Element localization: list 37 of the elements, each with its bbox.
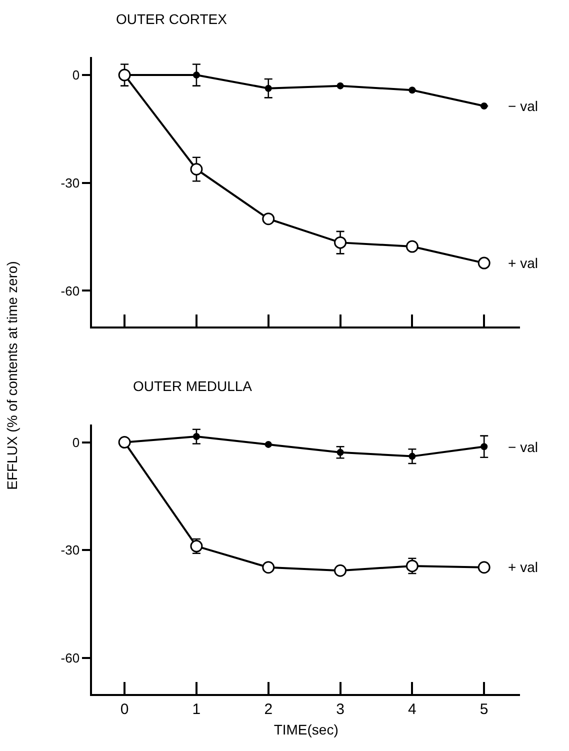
point <box>334 236 347 249</box>
x-tick-label: 4 <box>408 700 416 718</box>
y-tick-label: -60 <box>60 650 80 666</box>
x-tick-label: 5 <box>480 700 488 718</box>
y-tick-label: 0 <box>72 68 80 83</box>
x-tick-label: 2 <box>264 700 273 718</box>
y-tick-label: -60 <box>60 283 80 298</box>
point <box>264 84 272 92</box>
point <box>478 561 490 574</box>
point <box>192 433 200 440</box>
point <box>406 240 418 253</box>
point <box>190 162 203 176</box>
point <box>408 452 416 460</box>
x-tick-label: 0 <box>120 700 129 718</box>
x-axis-title: TIME(sec) <box>274 722 338 738</box>
y-axis-title: EFFLUX (% of contents at time zero) <box>4 261 20 490</box>
y-tick-label: 0 <box>72 434 80 450</box>
y-tick-label: -30 <box>60 542 80 558</box>
point <box>262 561 275 574</box>
point <box>192 72 200 79</box>
chart-title: OUTER CORTEX <box>116 11 228 27</box>
point <box>262 212 275 226</box>
x-tick-label: 1 <box>192 700 201 718</box>
point <box>480 443 488 450</box>
legend-label: − val <box>508 98 538 114</box>
point <box>478 256 490 270</box>
point <box>480 102 488 110</box>
x-tick-label: 3 <box>336 700 344 718</box>
point <box>334 564 347 577</box>
point <box>336 82 344 90</box>
series-label: − val <box>508 439 538 455</box>
series-label: + val <box>508 559 538 575</box>
chart-title: OUTER MEDULLA <box>133 378 253 394</box>
point <box>264 440 272 448</box>
point <box>408 86 416 94</box>
y-tick-label: -30 <box>60 175 80 190</box>
series-label: + val <box>508 255 538 271</box>
